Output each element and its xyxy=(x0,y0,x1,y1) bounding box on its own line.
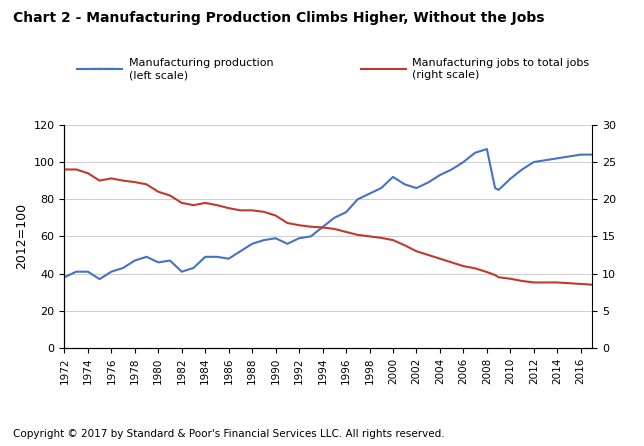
Text: Manufacturing jobs to total jobs
(right scale): Manufacturing jobs to total jobs (right … xyxy=(412,58,589,80)
Text: Chart 2 - Manufacturing Production Climbs Higher, Without the Jobs: Chart 2 - Manufacturing Production Climb… xyxy=(13,11,544,25)
Text: Copyright © 2017 by Standard & Poor's Financial Services LLC. All rights reserve: Copyright © 2017 by Standard & Poor's Fi… xyxy=(13,429,444,439)
Text: ───: ─── xyxy=(90,62,120,76)
Y-axis label: 2012=100: 2012=100 xyxy=(15,203,28,269)
Text: Manufacturing production
(left scale): Manufacturing production (left scale) xyxy=(129,58,274,80)
